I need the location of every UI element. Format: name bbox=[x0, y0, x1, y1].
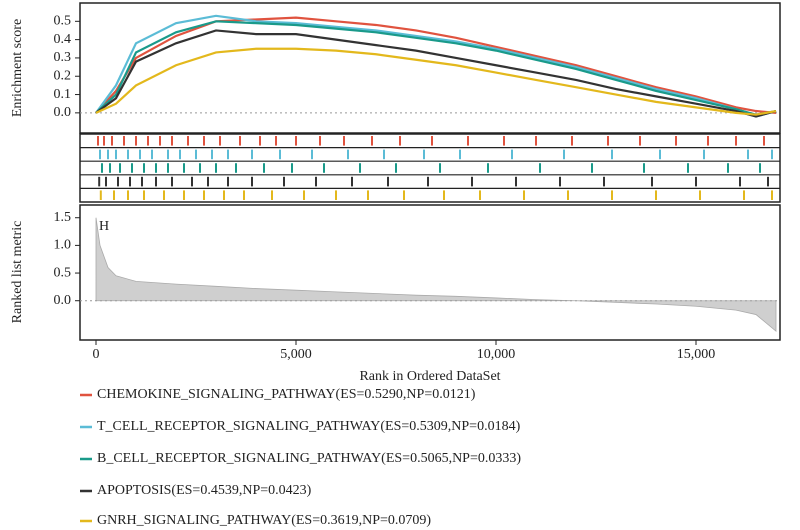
y-tick-label: 0.5 bbox=[54, 14, 72, 29]
es-line bbox=[95, 29, 777, 118]
legend-label: GNRH_SIGNALING_PATHWAY(ES=0.3619,NP=0.07… bbox=[97, 513, 431, 528]
es-line bbox=[95, 14, 777, 118]
y-tick-label: 0.1 bbox=[54, 87, 72, 102]
annotation: H bbox=[99, 219, 109, 234]
y-tick-label: 0.2 bbox=[54, 68, 72, 83]
hit-panel bbox=[79, 133, 781, 203]
y-tick-label: 1.0 bbox=[54, 238, 72, 253]
x-tick-label: 10,000 bbox=[477, 347, 516, 362]
es-line bbox=[95, 47, 777, 116]
y-tick-label: 1.5 bbox=[54, 210, 72, 225]
legend-label: B_CELL_RECEPTOR_SIGNALING_PATHWAY(ES=0.5… bbox=[97, 451, 521, 466]
y-tick-label: 0.0 bbox=[54, 293, 72, 308]
es-line bbox=[95, 16, 777, 114]
legend-label: T_CELL_RECEPTOR_SIGNALING_PATHWAY(ES=0.5… bbox=[97, 419, 521, 434]
y-axis-title: Enrichment score bbox=[10, 19, 25, 117]
x-tick-label: 15,000 bbox=[677, 347, 716, 362]
metric-panel bbox=[79, 204, 781, 341]
x-tick-label: 5,000 bbox=[280, 347, 312, 362]
metric-area bbox=[95, 217, 777, 332]
y-tick-label: 0.4 bbox=[54, 32, 72, 47]
legend-label: CHEMOKINE_SIGNALING_PATHWAY(ES=0.5290,NP… bbox=[97, 387, 476, 402]
legend-label: APOPTOSIS(ES=0.4539,NP=0.0423) bbox=[97, 483, 312, 498]
es-panel bbox=[79, 2, 781, 134]
y-tick-label: 0.0 bbox=[54, 105, 72, 120]
es-line bbox=[95, 20, 777, 116]
y-tick-label: 0.5 bbox=[54, 265, 72, 280]
x-tick-label: 0 bbox=[93, 347, 100, 362]
x-axis-title: Rank in Ordered DataSet bbox=[359, 369, 500, 384]
y-axis-title: Ranked list metric bbox=[10, 221, 25, 324]
y-tick-label: 0.3 bbox=[54, 50, 72, 65]
